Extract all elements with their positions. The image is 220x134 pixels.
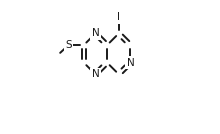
Text: I: I bbox=[117, 12, 120, 22]
Text: N: N bbox=[126, 58, 134, 68]
Text: N: N bbox=[92, 69, 99, 79]
Text: S: S bbox=[65, 40, 72, 50]
Text: N: N bbox=[92, 28, 99, 38]
